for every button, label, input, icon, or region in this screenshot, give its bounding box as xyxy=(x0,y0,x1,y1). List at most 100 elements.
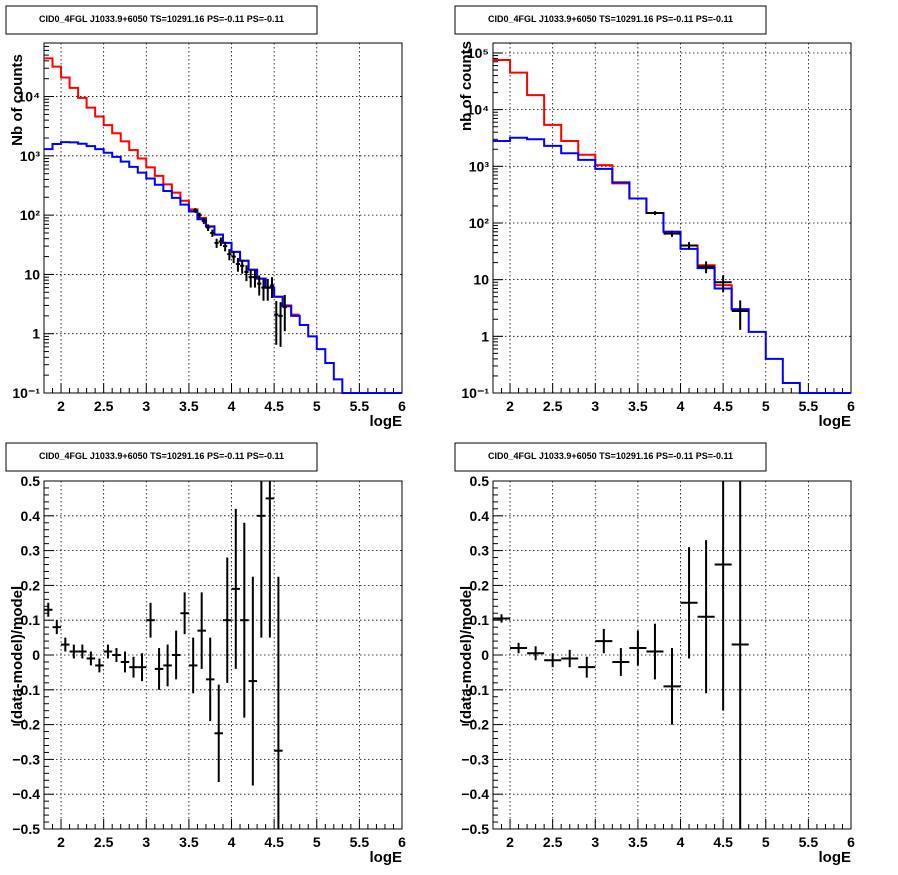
x-tick-label: 4.5 xyxy=(264,398,284,414)
data-point xyxy=(205,637,215,722)
y-tick-label: 10⁵ xyxy=(467,45,489,61)
data-point xyxy=(129,656,138,678)
data-point xyxy=(218,237,223,247)
y-tick-label: 10⁴ xyxy=(18,89,41,105)
data-point xyxy=(274,301,279,345)
data-point xyxy=(629,630,647,666)
series-2 xyxy=(493,136,851,394)
grid xyxy=(44,43,402,393)
data-point xyxy=(544,653,562,668)
x-axis-label: logE xyxy=(819,413,852,430)
y-tick-label: −0.5 xyxy=(461,821,489,837)
y-tick-label: 0 xyxy=(32,647,40,663)
y-tick-label: 0.5 xyxy=(470,473,490,489)
y-tick-label: 10³ xyxy=(20,148,41,164)
data-point xyxy=(223,557,232,683)
x-axis-label: logE xyxy=(370,413,403,430)
y-tick-label: −0.2 xyxy=(461,717,489,733)
series-1 xyxy=(493,481,749,829)
data-point xyxy=(120,651,130,673)
data-point xyxy=(240,522,249,718)
series-1 xyxy=(44,481,283,829)
histogram-line xyxy=(493,59,749,311)
data-point xyxy=(193,208,198,213)
y-tick-label: 0.3 xyxy=(21,543,41,559)
data-point xyxy=(205,224,211,231)
data-point xyxy=(244,265,249,282)
data-point xyxy=(510,642,528,654)
data-point xyxy=(265,278,270,301)
grid xyxy=(44,481,402,829)
y-tick-label: 10⁻¹ xyxy=(12,385,40,401)
histogram-line xyxy=(44,141,402,394)
x-tick-label: 2 xyxy=(57,398,65,414)
y-tick-label: 10² xyxy=(469,215,490,231)
data-point xyxy=(180,592,189,635)
data-point xyxy=(257,481,266,638)
chart-title: CID0_4FGL J1033.9+6050 TS=10291.16 PS=-0… xyxy=(39,14,284,24)
x-tick-label: 4 xyxy=(228,834,236,850)
x-tick-label: 3.5 xyxy=(179,834,199,850)
data-point xyxy=(44,602,53,617)
x-tick-label: 5 xyxy=(762,398,770,414)
data-point xyxy=(197,212,202,218)
y-axis-label: nb of counts xyxy=(458,41,475,131)
series-2 xyxy=(44,141,402,394)
series-1 xyxy=(493,59,749,311)
series-3 xyxy=(646,211,749,330)
data-point xyxy=(223,241,228,252)
y-tick-label: 1 xyxy=(32,326,40,342)
x-tick-label: 5.5 xyxy=(799,398,819,414)
data-point xyxy=(95,658,104,673)
data-point xyxy=(210,229,215,237)
y-tick-label: −0.3 xyxy=(12,751,40,767)
plot-frame xyxy=(492,42,852,394)
y-tick-label: 0 xyxy=(481,647,489,663)
data-point xyxy=(201,218,206,224)
x-tick-label: 5.5 xyxy=(350,398,370,414)
y-tick-label: 0.4 xyxy=(470,508,490,524)
data-point xyxy=(214,684,223,783)
x-tick-label: 2 xyxy=(57,834,65,850)
x-tick-label: 4.5 xyxy=(264,834,284,850)
x-tick-label: 4 xyxy=(677,834,685,850)
y-tick-label: −0.2 xyxy=(12,717,40,733)
data-point xyxy=(646,211,664,216)
data-point xyxy=(235,258,241,272)
y-tick-label: 10⁻¹ xyxy=(461,385,489,401)
x-tick-label: 3 xyxy=(142,834,150,850)
data-point xyxy=(227,249,232,261)
data-point xyxy=(69,644,79,659)
data-point xyxy=(697,540,715,694)
data-point xyxy=(282,294,287,332)
y-tick-label: 0.3 xyxy=(470,543,490,559)
y-tick-label: −0.1 xyxy=(12,682,40,698)
data-point xyxy=(112,648,121,662)
plot-frame xyxy=(43,42,403,394)
data-point xyxy=(714,481,732,711)
x-tick-label: 2.5 xyxy=(543,834,563,850)
chart-panel-1: CID0_4FGL J1033.9+6050 TS=10291.16 PS=-0… xyxy=(5,5,406,430)
data-point xyxy=(646,623,664,680)
x-tick-label: 6 xyxy=(847,398,855,414)
chart-title-box: CID0_4FGL J1033.9+6050 TS=10291.16 PS=-0… xyxy=(454,442,767,472)
data-point xyxy=(697,261,715,274)
y-axis-label: Nb of counts xyxy=(9,54,26,146)
data-point xyxy=(188,637,198,694)
data-point xyxy=(578,656,596,678)
x-tick-label: 5 xyxy=(313,834,321,850)
data-point xyxy=(714,275,732,293)
y-tick-label: 1 xyxy=(481,328,489,344)
data-point xyxy=(78,644,87,659)
data-point xyxy=(154,648,164,690)
x-axis-label: logE xyxy=(370,849,403,866)
data-point xyxy=(265,481,275,638)
data-point xyxy=(274,576,283,829)
x-tick-label: 4 xyxy=(228,398,236,414)
y-tick-label: 0.1 xyxy=(21,612,41,628)
x-tick-label: 3 xyxy=(591,834,599,850)
data-point xyxy=(240,259,245,274)
chart-title: CID0_4FGL J1033.9+6050 TS=10291.16 PS=-0… xyxy=(488,451,733,461)
x-tick-label: 3 xyxy=(591,398,599,414)
